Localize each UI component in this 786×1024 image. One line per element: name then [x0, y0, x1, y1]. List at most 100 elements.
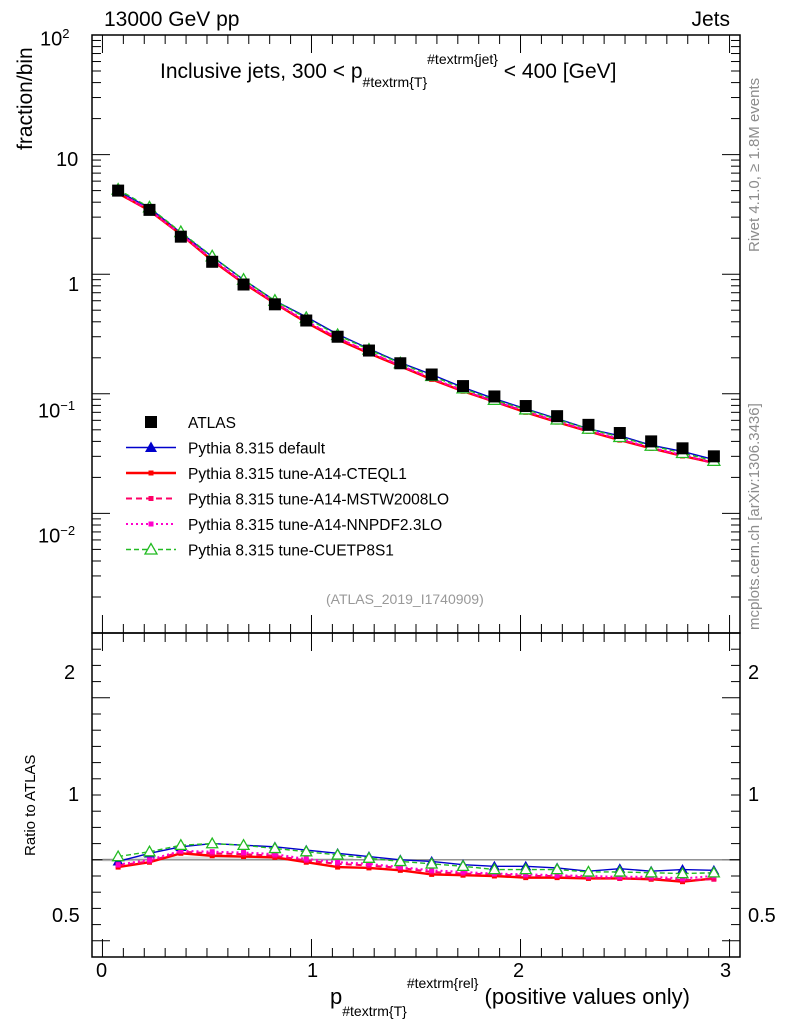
ratio-series-3-point: [554, 872, 560, 878]
ratio-ytick-label-2-right: 2: [748, 662, 760, 684]
x-axis-label: p#textrm{T}#textrm{rel} (positive values…: [330, 975, 690, 1019]
ratio-series-group: [111, 836, 721, 885]
ratio-series-3-point: [303, 856, 309, 862]
legend-label-4: Pythia 8.315 tune-A14-NNPDF2.3LO: [188, 517, 442, 534]
main-series-0-point: [613, 427, 626, 440]
legend-marker-0: [145, 416, 157, 428]
ratio-series-4-point: [111, 849, 125, 862]
main-series-0-point: [237, 278, 250, 291]
ratio-series-3-point: [178, 848, 184, 854]
ratio-series-3-point: [460, 869, 466, 875]
ratio-panel: [91, 632, 741, 958]
ratio-series-4-point: [707, 865, 721, 878]
main-series-0-point: [112, 184, 125, 197]
chart-title-sub: #textrm{T}: [362, 74, 428, 90]
main-series-0-point: [174, 230, 187, 243]
main-series-0-point: [707, 450, 720, 463]
ratio-ytick-label-1-right: 1: [748, 784, 760, 806]
ratio-series-4-point: [644, 865, 658, 878]
ratio-series-3-point: [241, 850, 247, 856]
ratio-series-4-point: [581, 865, 596, 877]
main-series-0-point: [551, 410, 564, 423]
main-y-ticks: [92, 39, 740, 634]
ratio-ytick-label-1-left: 1: [68, 784, 80, 806]
ratio-ytick-label-2-left: 2: [64, 662, 76, 684]
header-energy-label: 13000 GeV pp: [104, 8, 240, 31]
ratio-series-2-point: [711, 876, 717, 882]
xtick-label-2: 2: [513, 960, 525, 982]
ratio-series-3-point: [335, 859, 341, 865]
ratio-series-4-point: [456, 859, 470, 872]
legend-marker-1: [145, 441, 157, 452]
ratio-series-3-line: [117, 849, 714, 880]
main-ytick-label-1: 1: [68, 274, 80, 296]
main-series-0-point: [394, 357, 407, 370]
legend-label-0: ATLAS: [188, 415, 236, 432]
main-series-0-point: [206, 255, 219, 268]
ratio-series-4-point: [487, 862, 502, 875]
xtick-label-0: 0: [96, 960, 108, 982]
ratio-series-4-point: [268, 841, 282, 854]
ratio-series-3-point: [680, 875, 686, 881]
header-category-label: Jets: [691, 8, 730, 31]
main-series-group: [111, 182, 721, 467]
ratio-series-3-point: [429, 867, 435, 873]
main-series-0-point: [457, 380, 470, 393]
chart-title-pre: Inclusive jets, 300 < p: [160, 60, 363, 83]
analysis-tag: (ATLAS_2019_I1740909): [326, 591, 484, 607]
main-series-0-point: [362, 344, 375, 357]
ratio-series-4-point: [330, 848, 345, 860]
chart-title-sup: #textrm{jet}: [427, 51, 498, 67]
main-series-0-point: [676, 442, 689, 455]
legend: ATLAS Pythia 8.315 default Pythia 8.315 tu…: [126, 415, 449, 560]
ratio-series-1-line: [117, 852, 714, 883]
legend-marker-2: [148, 470, 154, 476]
main-series-0-point: [268, 298, 281, 311]
x-ticks: [101, 35, 731, 957]
ratio-series-4-point: [142, 844, 157, 857]
legend-marker-3: [148, 496, 154, 501]
legend-label-2: Pythia 8.315 tune-A14-CTEQL1: [188, 466, 407, 483]
ratio-series-3-point: [272, 851, 278, 857]
main-y-axis-label: fraction/bin: [14, 47, 37, 150]
ratio-series-3-point: [617, 874, 623, 880]
ratio-series-4-point: [299, 844, 313, 857]
ratio-ytick-label-0.5-left: 0.5: [52, 905, 80, 927]
ratio-series-4-point: [236, 838, 251, 850]
ratio-series-4-point: [174, 838, 188, 850]
ratio-series-3-point: [115, 862, 121, 868]
ratio-ytick-label-0.5-right: 0.5: [748, 905, 776, 927]
xtick-label-3: 3: [720, 960, 732, 982]
main-series-0-point: [582, 418, 595, 431]
main-series-0-point: [300, 314, 313, 327]
ratio-y-ticks: [92, 648, 740, 942]
ratio-series-2-line: [118, 850, 714, 882]
main-series-0-point: [519, 400, 532, 413]
ratio-series-3-point: [366, 861, 372, 867]
ratio-series-3-point: [523, 871, 529, 877]
ratio-series-4-point: [362, 851, 376, 863]
main-ytick-label-100: 102: [40, 26, 70, 51]
ratio-series-4-point: [519, 862, 533, 875]
ratio-series-1-point: [335, 864, 341, 870]
main-ytick-label-0.1: 10−1: [38, 398, 76, 423]
ratio-series-4-point: [675, 866, 690, 879]
legend-marker-4: [148, 521, 154, 527]
chart-title: Inclusive jets, 300 < p#textrm{T} #textrm…: [160, 51, 617, 90]
mcplots-label: mcplots.cern.ch [arXiv:1306.3436]: [746, 403, 763, 630]
ratio-series-3-point: [209, 849, 215, 855]
main-series-0-point: [425, 368, 438, 381]
main-series-0-point: [645, 435, 658, 448]
ratio-series-4-point: [205, 836, 219, 849]
chart-title-post: < 400 [GeV]: [497, 60, 617, 83]
rivet-version-label: Rivet 4.1.0, ≥ 1.8M events: [746, 77, 763, 252]
xtick-label-1: 1: [307, 960, 319, 982]
ratio-series-3-point: [397, 864, 403, 870]
main-ytick-label-0.01: 10−2: [38, 523, 76, 548]
ratio-series-4-point: [393, 854, 407, 867]
ratio-series-4-line: [118, 842, 714, 875]
legend-label-1: Pythia 8.315 default: [188, 441, 326, 458]
ratio-series-4-point: [613, 865, 627, 877]
legend-marker-5: [143, 542, 159, 555]
